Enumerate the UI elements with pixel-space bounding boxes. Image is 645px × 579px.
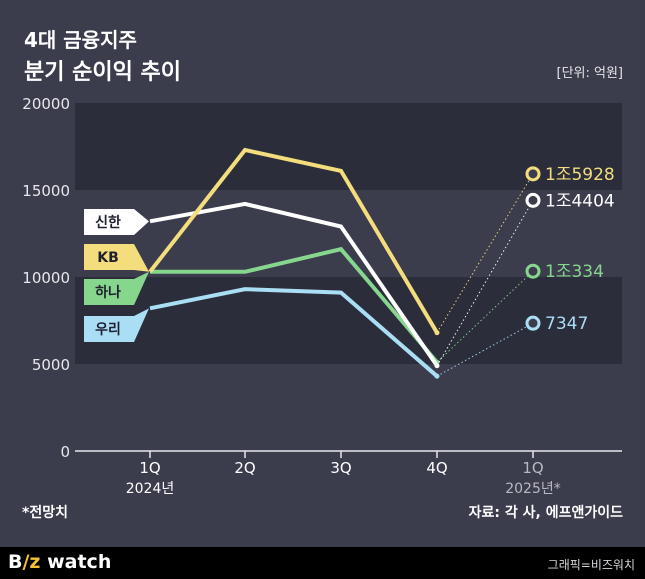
x-tick-label: 2Q	[234, 459, 255, 477]
footer-bar: B/z watch 그래픽=비즈워치	[0, 547, 645, 579]
x-tick-label: 3Q	[330, 459, 351, 477]
forecast-value-label-신한: 1조4404	[545, 191, 615, 211]
series-tag-하나	[84, 271, 149, 305]
y-tick-label: 15000	[22, 182, 70, 200]
last-actual-point-우리	[434, 373, 440, 379]
forecast-marker-하나	[525, 263, 541, 279]
x-tick-label: 4Q	[426, 459, 447, 477]
x-tick-sublabel: 2025년*	[505, 481, 561, 497]
forecast-marker-신한	[525, 192, 541, 208]
source-label: 자료: 각 사, 에프앤가이드	[468, 505, 623, 521]
brand-logo-part2: /z	[22, 551, 41, 573]
graphic-credit: 그래픽=비즈워치	[547, 558, 635, 572]
series-tag-우리	[84, 308, 149, 342]
x-tick-label: 1Q	[522, 459, 543, 477]
grid-band	[75, 364, 622, 451]
unit-label: [단위: 억원]	[556, 66, 624, 81]
series-tag-label-우리: 우리	[95, 322, 121, 338]
series-tag-label-신한: 신한	[95, 215, 121, 231]
forecast-marker-우리	[525, 315, 541, 331]
brand-logo-part1: B	[8, 551, 23, 573]
forecast-connector-KB	[436, 173, 534, 333]
y-tick-label: 10000	[22, 269, 70, 287]
forecast-value-label-KB: 1조5928	[545, 165, 615, 185]
forecast-note: *전망치	[22, 505, 68, 521]
y-tick-label: 5000	[32, 356, 70, 374]
series-tag-신한	[84, 209, 149, 235]
forecast-value-label-하나: 1조334	[545, 262, 604, 282]
series-line-KB	[148, 147, 439, 334]
forecast-marker-KB	[525, 166, 541, 182]
last-actual-point-KB	[434, 330, 440, 336]
x-tick-label: 1Q	[139, 459, 160, 477]
series-line-우리	[149, 287, 439, 378]
brand-logo-part3: watch	[40, 551, 112, 573]
grid-band	[75, 103, 622, 190]
forecast-value-label-우리: 7347	[545, 314, 588, 334]
series-tag-KB	[84, 244, 149, 272]
series-tag-label-하나: 하나	[95, 284, 121, 301]
x-tick-sublabel: 2024년	[126, 481, 175, 497]
last-actual-point-신한	[434, 363, 440, 369]
brand-logo: B/z watch	[8, 551, 111, 573]
y-tick-label: 0	[60, 443, 70, 461]
chart-title-line2: 분기 순이익 추이	[24, 60, 181, 85]
y-tick-label: 20000	[22, 95, 70, 113]
chart-title-line1: 4대 금융지주	[24, 28, 137, 52]
series-line-하나	[150, 246, 439, 364]
series-tag-label-KB: KB	[97, 250, 119, 266]
